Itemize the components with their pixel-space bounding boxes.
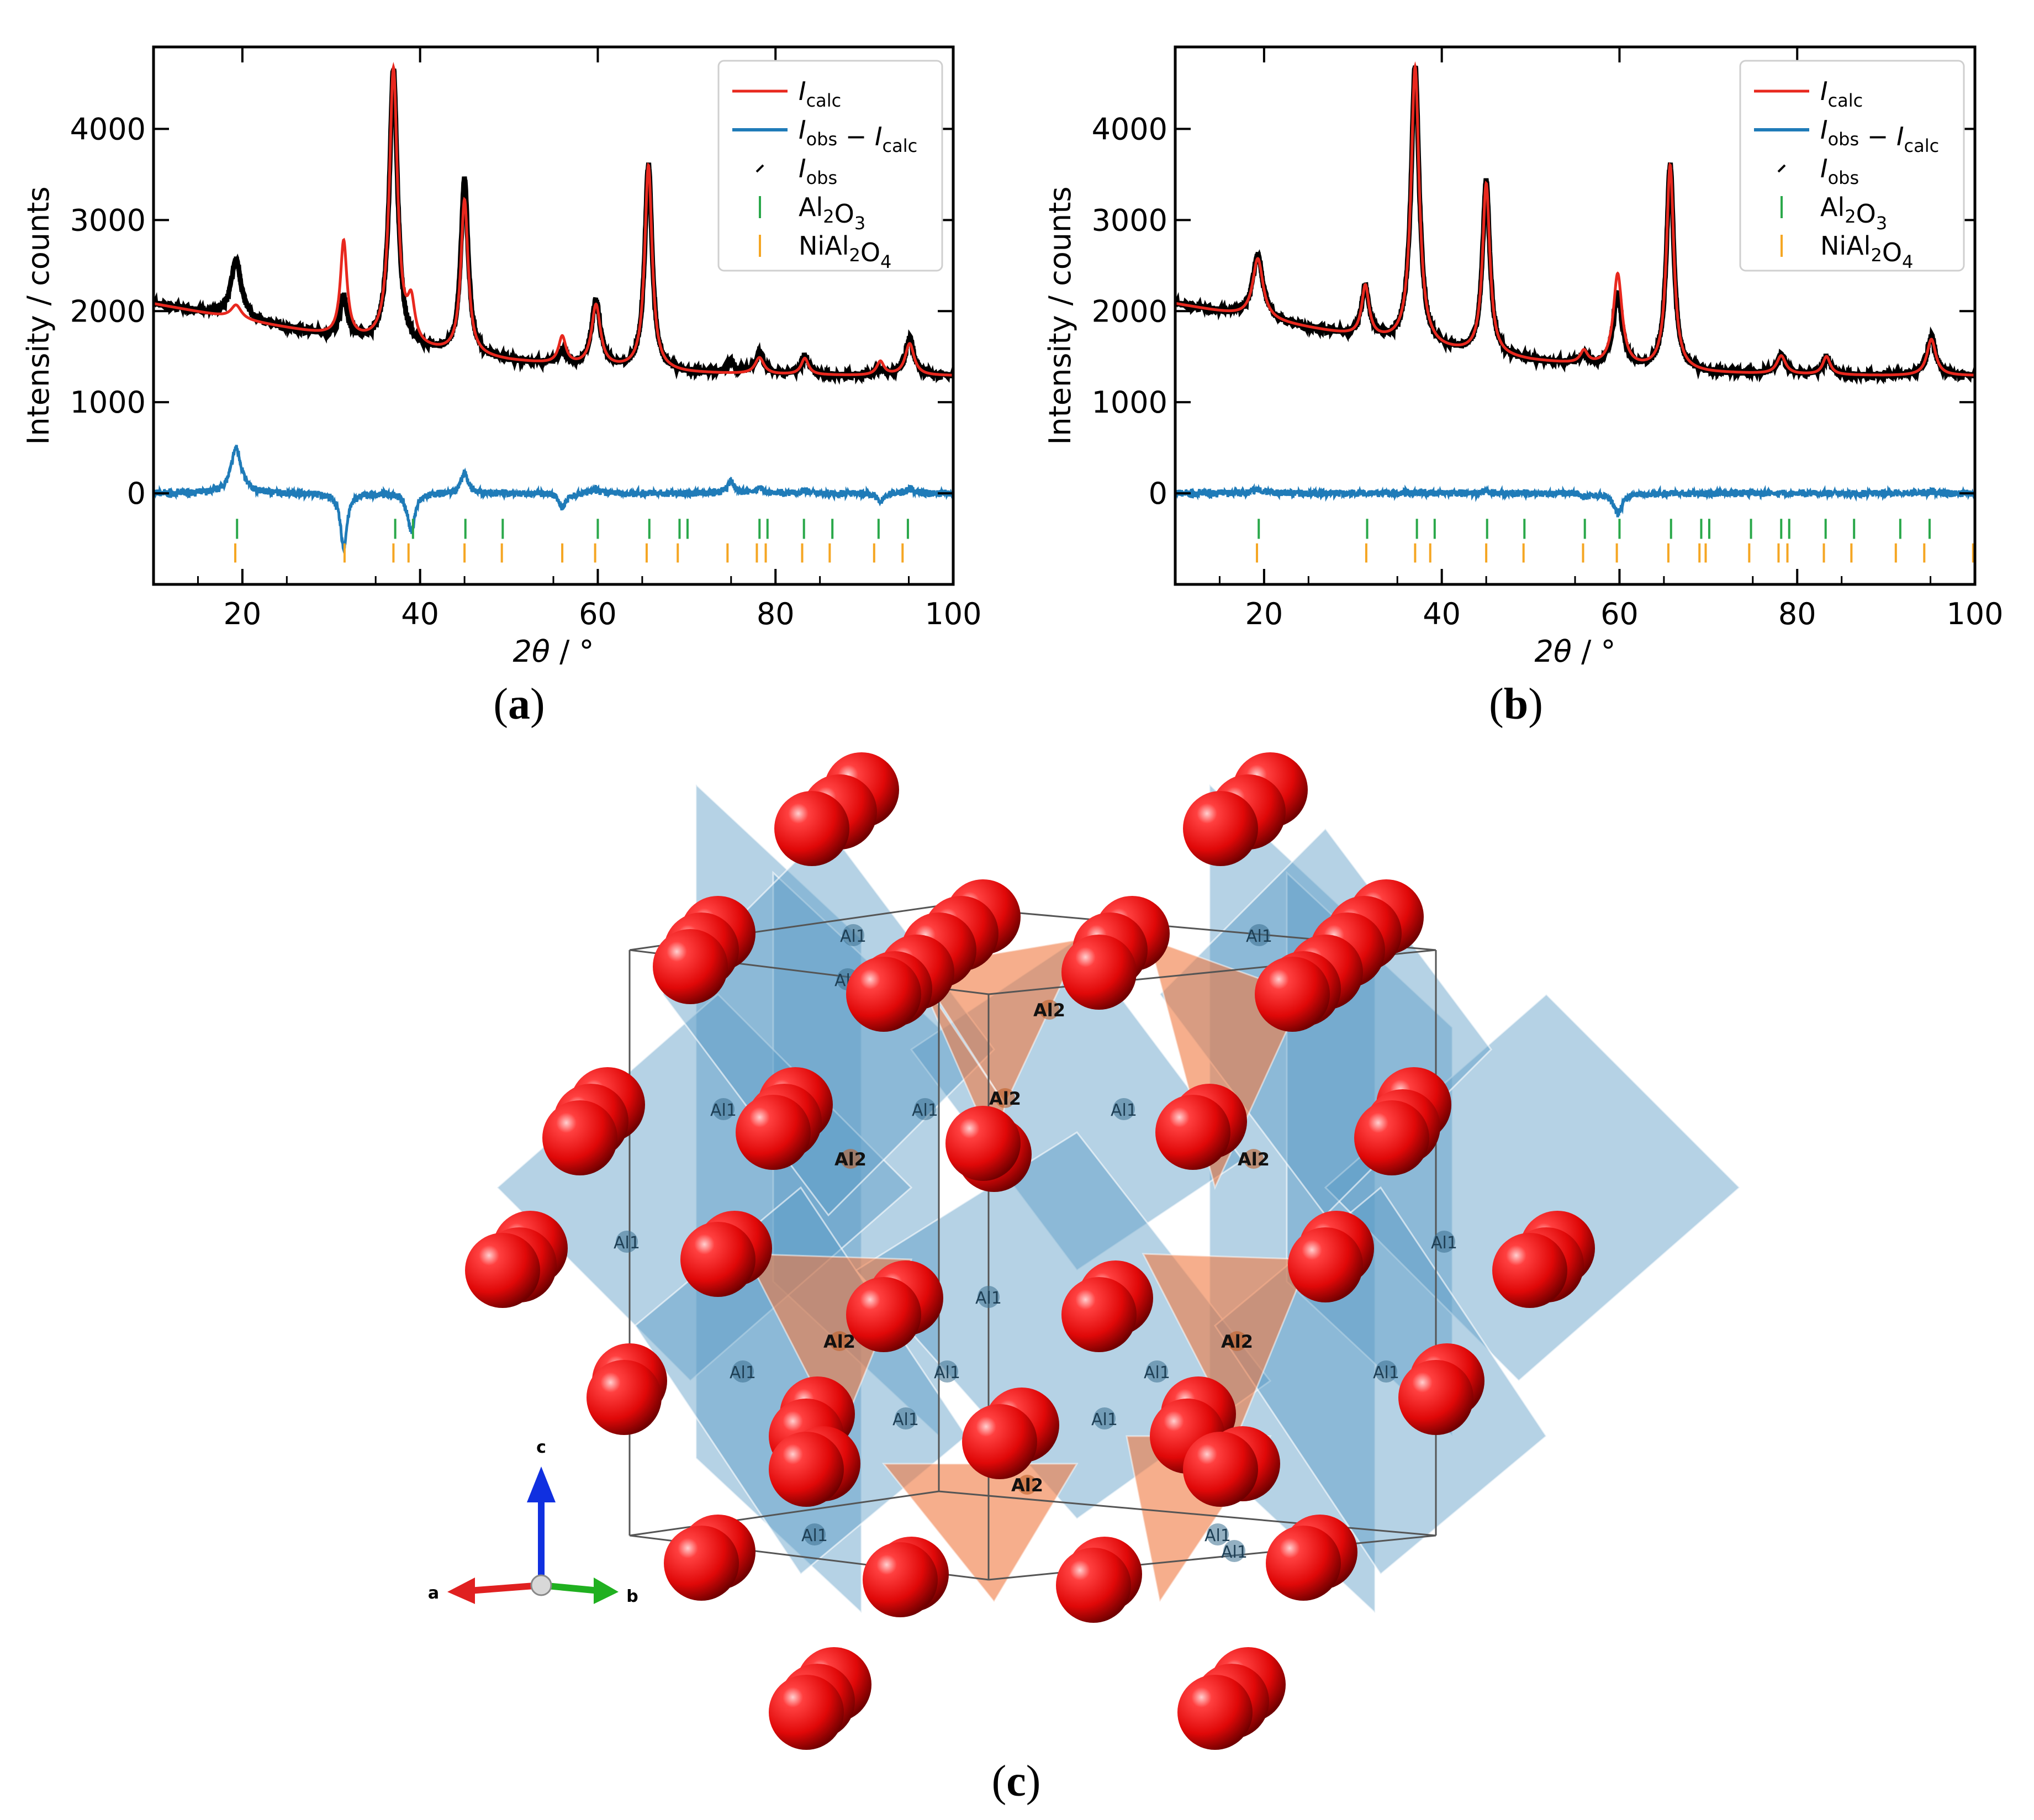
oxygen-atom (769, 1675, 844, 1750)
al1-site (1433, 1231, 1455, 1253)
oxygen-atom (846, 957, 921, 1032)
al1-label: Al1 (934, 1363, 960, 1383)
al1-label: Al1 (840, 927, 867, 946)
al1-label: Al1 (730, 1363, 756, 1383)
octahedron (1324, 993, 1741, 1383)
al2-label: Al2 (1033, 1000, 1065, 1021)
oxygen-atom (542, 1100, 617, 1175)
al1-label: Al1 (710, 1101, 737, 1120)
al2-label: Al2 (989, 1088, 1021, 1109)
oxygen-atom (1354, 1100, 1429, 1175)
al1-site (1093, 1407, 1116, 1429)
al1-label: Al1 (1246, 927, 1272, 946)
oxygen-atom (587, 1360, 662, 1435)
al1-site (914, 1098, 936, 1120)
al1-site (978, 1286, 1000, 1308)
oxygen-atom (1255, 957, 1330, 1032)
al1-label: Al1 (912, 1101, 938, 1120)
oxygen-atom (1288, 1227, 1363, 1302)
al2-label: Al2 (834, 1149, 867, 1170)
oxygen-atom (664, 1526, 739, 1601)
oxygen-atom (1056, 1548, 1131, 1623)
al1-site (936, 1360, 958, 1383)
axis-c-label: c (536, 1438, 546, 1457)
oxygen-atom (465, 1233, 540, 1308)
al1-label: Al1 (1373, 1363, 1399, 1383)
oxygen-atom (653, 929, 728, 1004)
al1-label: Al1 (1091, 1410, 1118, 1429)
al2-site (995, 1088, 1015, 1108)
al1-site (1207, 1523, 1229, 1545)
axes-indicator: c a b (428, 1438, 638, 1606)
al1-site (895, 1407, 917, 1429)
cell-edge (938, 1490, 1436, 1537)
al1-label: Al1 (614, 1233, 640, 1253)
al1-label: Al1 (1111, 1101, 1137, 1120)
al2-site (1039, 1000, 1059, 1020)
al1-site (1223, 1540, 1245, 1562)
oxygen-atom (680, 1222, 756, 1297)
oxygen-atom (1266, 1526, 1341, 1601)
al2-site (830, 1331, 849, 1351)
al1-label: Al1 (892, 1410, 919, 1429)
al1-label: Al1 (1431, 1233, 1457, 1253)
axis-a-arrowhead (447, 1578, 475, 1604)
oxygen-atom (1183, 791, 1258, 866)
oxygen-atom (774, 791, 849, 866)
al1-label: Al1 (975, 1289, 1002, 1308)
caption-b: (b) (1489, 680, 1543, 729)
oxygen-atom (1492, 1233, 1567, 1308)
al1-site (804, 1523, 826, 1545)
al1-site (1375, 1360, 1397, 1383)
oxygen-atom (846, 1277, 921, 1352)
al2-label: Al2 (1221, 1331, 1253, 1352)
tetrahedron (1142, 1253, 1311, 1438)
al2-label: Al2 (1011, 1475, 1043, 1496)
al1-site (732, 1360, 754, 1383)
oxygen-atom (863, 1542, 938, 1617)
al1-site (712, 1098, 735, 1120)
al1-site (1113, 1098, 1135, 1120)
oxygen-atom (1061, 935, 1137, 1010)
al2-label: Al2 (823, 1331, 855, 1352)
oxygen-atom (769, 1432, 844, 1507)
al1-site (1248, 924, 1270, 946)
caption-c: (c) (991, 1757, 1041, 1806)
axis-b-label: b (626, 1587, 638, 1606)
oxygen-atom (1177, 1675, 1253, 1750)
oxygen-atoms (465, 752, 1595, 1750)
al1-label: Al1 (1144, 1363, 1170, 1383)
al2-label: Al2 (1238, 1149, 1270, 1170)
oxygen-atom (962, 1404, 1037, 1479)
al1-label: Al1 (801, 1526, 828, 1545)
oxygen-atom (1398, 1360, 1473, 1435)
al2-site (1017, 1475, 1037, 1495)
al1-label: Al1 (1204, 1526, 1231, 1545)
axis-c-arrowhead (527, 1466, 556, 1502)
al2-site (1227, 1331, 1247, 1351)
al1-site (616, 1231, 638, 1253)
axis-b-arrowhead (594, 1578, 619, 1604)
oxygen-atom (1155, 1095, 1230, 1170)
axis-a-line (469, 1582, 542, 1594)
al1-site (842, 924, 864, 946)
al1-label: Al1 (1221, 1543, 1248, 1562)
axis-a-label: a (428, 1584, 439, 1603)
al1-site (1146, 1360, 1168, 1383)
oxygen-atom (1061, 1277, 1137, 1352)
cell-edge (629, 1490, 939, 1537)
al2-site (1244, 1149, 1264, 1169)
axis-origin (530, 1574, 552, 1596)
oxygen-atom (945, 1106, 1021, 1181)
caption-a: (a) (493, 680, 545, 729)
oxygen-atom (736, 1095, 811, 1170)
oxygen-atom (1183, 1432, 1258, 1507)
al2-site (841, 1149, 860, 1169)
